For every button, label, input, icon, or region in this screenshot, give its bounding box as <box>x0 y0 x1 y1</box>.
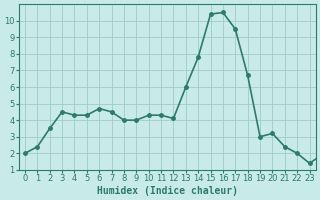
X-axis label: Humidex (Indice chaleur): Humidex (Indice chaleur) <box>97 186 238 196</box>
